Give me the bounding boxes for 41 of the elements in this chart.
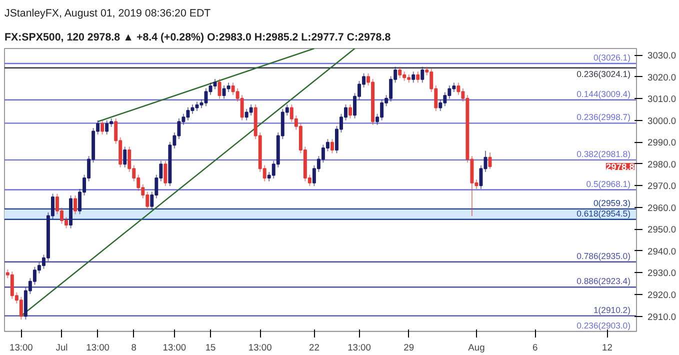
y-tick-label: 2910.0 <box>648 312 676 322</box>
x-tick-label: Jul <box>56 342 68 352</box>
x-tick-label: 13:00 <box>248 342 272 352</box>
ref-line-label: 0.382(2981.8) <box>576 148 631 159</box>
ref-line-label: 0.886(2923.4) <box>576 276 631 286</box>
x-tick-label: 29 <box>404 342 414 352</box>
x-tick-label: 13:00 <box>348 342 371 352</box>
x-tick-label: 13:00 <box>162 342 186 352</box>
y-tick-label: 2960.0 <box>648 202 676 213</box>
ref-line-label: 0.236(2903.0) <box>576 320 631 330</box>
ref-line-label: 0.5(2968.1) <box>586 178 631 189</box>
y-tick-label: 2920.0 <box>648 290 676 300</box>
ref-line-label: 0.236(2998.7) <box>576 112 631 122</box>
ref-line-label: 0.786(2935.0) <box>576 250 631 261</box>
ref-line-label: 0.618(2954.5) <box>576 208 631 218</box>
x-tick-label: 15 <box>205 342 216 352</box>
ref-line-label: 0.144(3009.4) <box>576 88 631 99</box>
ref-line-label: 1(2910.2) <box>593 304 631 315</box>
annotation: 2978.8 <box>606 162 634 172</box>
y-tick-label: 3000.0 <box>648 116 676 126</box>
chart-title: JStanleyFX, August 01, 2019 08:36:20 EDT <box>4 8 212 20</box>
x-tick-label: 13:00 <box>10 342 33 352</box>
x-tick-label: 13:00 <box>86 342 110 352</box>
ref-line-label: 0(2959.3) <box>593 198 631 208</box>
x-tick-label: 12 <box>602 342 612 352</box>
y-tick-label: 2980.0 <box>648 159 676 170</box>
chart-subtitle: FX:SPX500, 120 2978.8 ▲ +8.4 (+0.28%) O:2983.0 H:2985.2 L:2977.7 C:2978.8 <box>4 32 391 44</box>
ref-line-label: 0(3026.1) <box>593 52 631 63</box>
x-tick-label: 22 <box>309 342 320 352</box>
y-tick-label: 2930.0 <box>648 268 676 278</box>
ref-line-label: 0.236(3024.1) <box>576 68 631 79</box>
y-tick-label: 2940.0 <box>648 246 676 256</box>
y-tick-label: 2990.0 <box>648 138 676 148</box>
x-tick-label: 6 <box>532 342 538 352</box>
x-tick-label: 8 <box>131 342 136 352</box>
y-tick-label: 2950.0 <box>648 224 676 235</box>
y-tick-label: 2970.0 <box>648 181 676 192</box>
x-tick-label: Aug <box>468 342 485 352</box>
y-tick-label: 3010.0 <box>648 94 676 104</box>
y-tick-label: 3020.0 <box>648 72 676 82</box>
y-tick-label: 3030.0 <box>648 50 676 61</box>
